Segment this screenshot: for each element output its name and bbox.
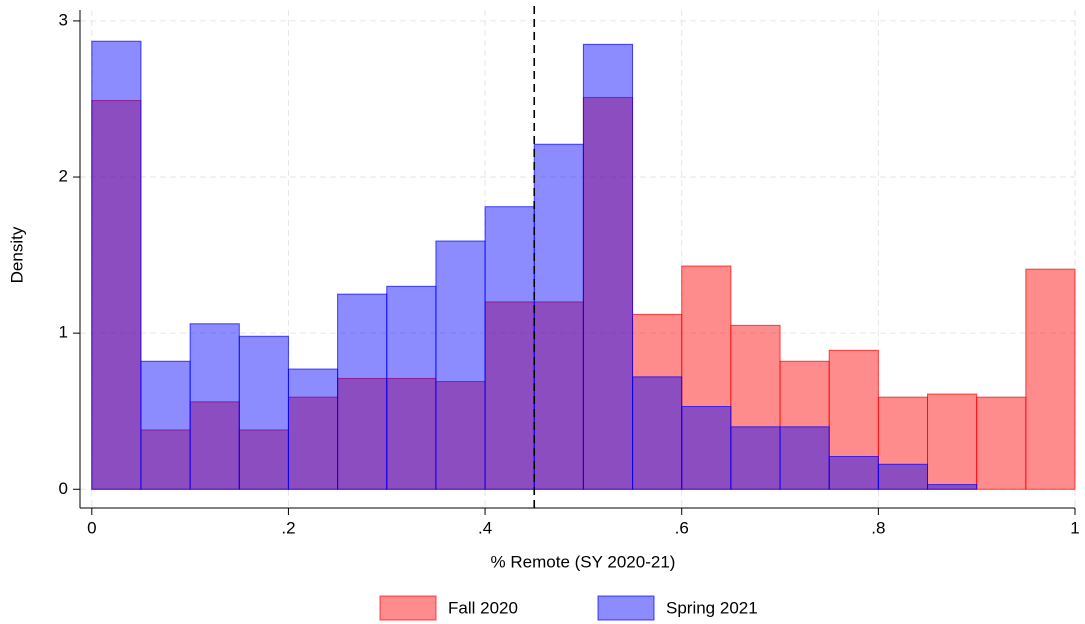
legend-swatch: [597, 595, 655, 621]
bar: [877, 396, 929, 490]
y-tick-label: 2: [59, 167, 68, 186]
x-tick-label: .2: [281, 518, 295, 537]
bar: [779, 426, 830, 490]
bar: [927, 484, 978, 490]
x-tick-label: .4: [478, 518, 492, 537]
bar: [533, 143, 584, 490]
bar: [189, 323, 240, 490]
legend-label: Fall 2020: [448, 598, 518, 617]
x-tick-label: 1: [1070, 518, 1079, 537]
bar: [828, 455, 879, 490]
legend-swatch: [379, 595, 437, 621]
bar: [976, 396, 1027, 490]
bar: [91, 100, 142, 490]
x-tick-label: .8: [871, 518, 885, 537]
bar: [484, 301, 535, 490]
bar: [681, 265, 732, 490]
bar: [337, 293, 388, 490]
y-axis-label: Density: [7, 226, 26, 283]
bar: [681, 406, 732, 490]
bar: [730, 426, 781, 490]
bar: [287, 368, 339, 490]
bar: [582, 43, 634, 490]
bar: [1025, 268, 1076, 490]
bar: [582, 96, 634, 490]
bar: [91, 40, 142, 490]
x-tick-label: 0: [87, 518, 96, 537]
bar: [140, 360, 191, 490]
bar: [533, 301, 584, 490]
bar: [435, 240, 486, 490]
bar: [877, 463, 929, 490]
y-tick-label: 1: [59, 323, 68, 342]
bar: [484, 206, 535, 490]
bar: [927, 393, 978, 490]
bar: [238, 335, 289, 490]
bar: [386, 285, 437, 490]
bar: [287, 396, 339, 490]
y-tick-label: 3: [59, 10, 68, 29]
y-tick-label: 0: [59, 479, 68, 498]
x-axis-label: % Remote (SY 2020-21): [491, 552, 676, 571]
x-tick-label: .6: [675, 518, 689, 537]
bar: [632, 376, 683, 490]
legend-label: Spring 2021: [666, 598, 758, 617]
